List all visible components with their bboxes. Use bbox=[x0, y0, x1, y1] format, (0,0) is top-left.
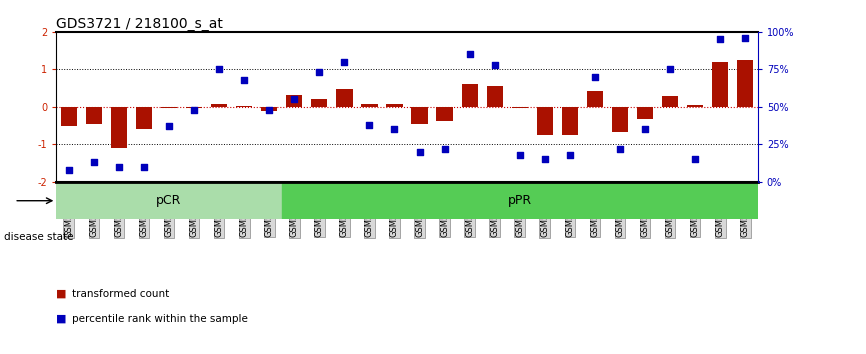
Bar bbox=[737, 60, 753, 107]
Point bbox=[112, 164, 126, 170]
Text: transformed count: transformed count bbox=[72, 289, 169, 299]
Bar bbox=[136, 107, 152, 130]
Bar bbox=[61, 107, 77, 126]
Point bbox=[388, 127, 402, 132]
Point bbox=[87, 160, 100, 165]
Point bbox=[412, 149, 426, 155]
Text: disease state: disease state bbox=[4, 232, 74, 242]
Bar bbox=[662, 96, 678, 107]
Text: pCR: pCR bbox=[157, 194, 182, 207]
Point bbox=[613, 146, 627, 152]
Bar bbox=[261, 107, 277, 112]
Point bbox=[714, 36, 727, 42]
Bar bbox=[161, 107, 178, 108]
Bar bbox=[386, 104, 403, 107]
Point bbox=[162, 124, 176, 129]
Bar bbox=[512, 107, 528, 108]
Bar bbox=[462, 84, 478, 107]
Point bbox=[338, 59, 352, 65]
Point bbox=[313, 69, 326, 75]
Point bbox=[488, 62, 501, 68]
Point bbox=[212, 67, 226, 72]
Bar bbox=[436, 107, 453, 121]
Point bbox=[363, 122, 377, 128]
Bar bbox=[186, 107, 203, 108]
Bar bbox=[562, 107, 578, 135]
Point bbox=[663, 67, 677, 72]
Bar bbox=[336, 89, 352, 107]
Point bbox=[288, 97, 301, 102]
Point bbox=[262, 107, 276, 113]
Point bbox=[563, 152, 577, 158]
Point bbox=[513, 152, 527, 158]
Bar bbox=[281, 182, 758, 219]
Text: ■: ■ bbox=[56, 314, 67, 324]
Text: pPR: pPR bbox=[507, 194, 532, 207]
Point bbox=[137, 164, 151, 170]
Bar bbox=[587, 91, 603, 107]
Bar bbox=[637, 107, 653, 119]
Bar bbox=[537, 107, 553, 135]
Bar bbox=[111, 107, 127, 148]
Bar bbox=[712, 62, 728, 107]
Bar bbox=[611, 107, 628, 132]
Point bbox=[187, 107, 201, 113]
Point bbox=[638, 127, 652, 132]
Point bbox=[462, 52, 476, 57]
Point bbox=[437, 146, 451, 152]
Bar bbox=[311, 99, 327, 107]
Bar bbox=[487, 86, 503, 107]
Point bbox=[61, 167, 75, 173]
Point bbox=[739, 35, 753, 41]
Bar bbox=[687, 105, 703, 107]
Text: percentile rank within the sample: percentile rank within the sample bbox=[72, 314, 248, 324]
Point bbox=[588, 74, 602, 80]
Bar bbox=[361, 104, 378, 107]
Point bbox=[237, 77, 251, 83]
Bar bbox=[211, 104, 227, 107]
Bar bbox=[86, 107, 102, 124]
Bar bbox=[411, 107, 428, 124]
Bar bbox=[236, 106, 252, 107]
Text: ■: ■ bbox=[56, 289, 67, 299]
Bar bbox=[286, 95, 302, 107]
Bar bbox=[56, 182, 281, 219]
Text: GDS3721 / 218100_s_at: GDS3721 / 218100_s_at bbox=[56, 17, 223, 31]
Point bbox=[538, 156, 552, 162]
Point bbox=[688, 156, 702, 162]
